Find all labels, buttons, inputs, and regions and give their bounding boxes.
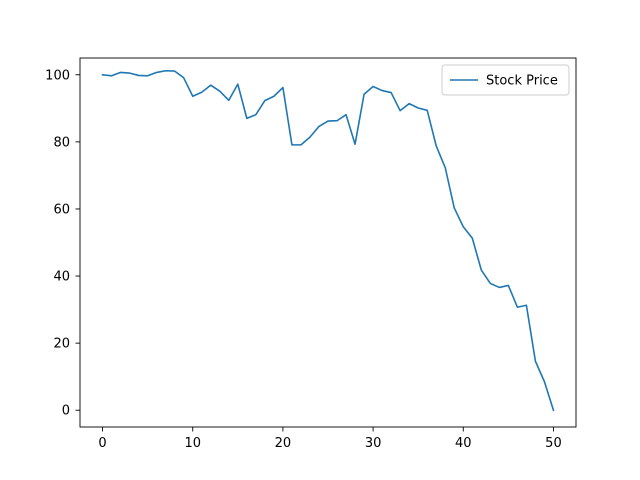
legend: Stock Price [441,64,570,96]
x-tick-label: 10 [184,436,201,451]
legend-box [441,64,570,96]
x-tick-label: 50 [545,436,562,451]
series-line-0 [101,69,555,412]
y-tick-label: 100 [45,68,70,83]
x-tick-label: 30 [365,436,382,451]
y-tick-label: 60 [53,202,70,217]
y-tick-label: 40 [53,270,70,285]
plot-area [101,69,555,412]
y-tick-label: 0 [62,404,70,419]
y-tick-label: 20 [53,337,70,352]
legend-label: Stock Price [486,74,558,89]
x-tick-label: 20 [275,436,292,451]
x-tick-label: 0 [98,436,106,451]
axes: 0 10 20 30 40 50 0 20 40 60 80 100 [45,57,577,451]
y-tick-label: 80 [53,135,70,150]
axes-frame [79,57,577,428]
x-tick-label: 40 [455,436,472,451]
